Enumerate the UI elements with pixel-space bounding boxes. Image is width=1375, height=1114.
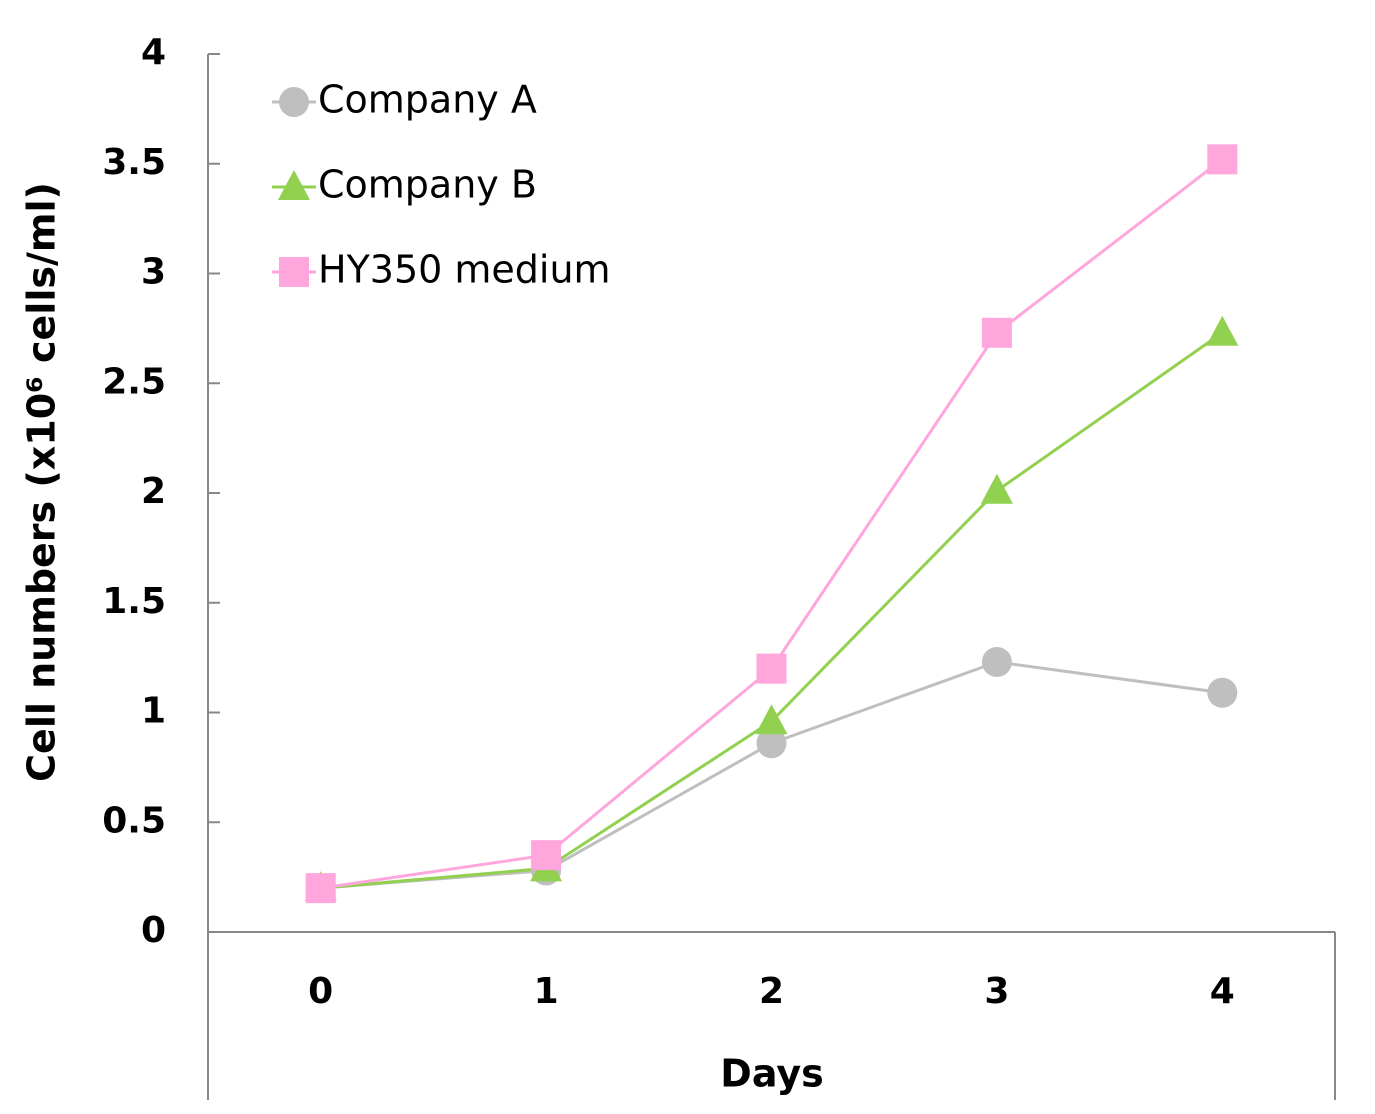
marker <box>305 873 336 904</box>
y-tick-label: 3 <box>141 252 166 293</box>
x-tick-label: 4 <box>1210 971 1235 1012</box>
y-tick-label: 0.5 <box>102 800 166 841</box>
y-tick-label: 1.5 <box>102 581 166 622</box>
legend-label: Company B <box>318 163 537 207</box>
marker <box>756 728 787 759</box>
marker <box>756 653 787 684</box>
y-axis-title: Cell numbers (x10⁶ cells/ml) <box>20 182 64 782</box>
y-tick-label: 1 <box>141 691 166 732</box>
legend-marker <box>278 170 310 200</box>
marker <box>980 473 1013 504</box>
marker <box>531 840 562 871</box>
x-tick-label: 3 <box>984 971 1009 1012</box>
x-tick-label: 1 <box>534 971 559 1012</box>
series-line <box>320 660 1223 890</box>
marker <box>1206 315 1239 346</box>
legend-marker <box>279 87 309 117</box>
marker <box>1207 144 1238 175</box>
marker <box>981 317 1012 348</box>
legend-marker <box>279 257 309 287</box>
x-tick-label: 2 <box>759 971 784 1012</box>
x-axis-title: Days <box>720 1052 823 1096</box>
y-tick-label: 2.5 <box>102 361 166 402</box>
y-tick-label: 2 <box>141 471 166 512</box>
y-tick-label: 0 <box>141 910 166 951</box>
x-tick-label: 0 <box>308 971 333 1012</box>
series-line <box>320 331 1224 890</box>
marker <box>981 647 1012 678</box>
legend-label: HY350 medium <box>318 248 611 292</box>
legend-label: Company A <box>318 78 537 122</box>
marker <box>755 704 788 735</box>
y-tick-label: 3.5 <box>102 142 166 183</box>
y-tick-label: 4 <box>141 32 166 73</box>
marker <box>1207 677 1238 708</box>
